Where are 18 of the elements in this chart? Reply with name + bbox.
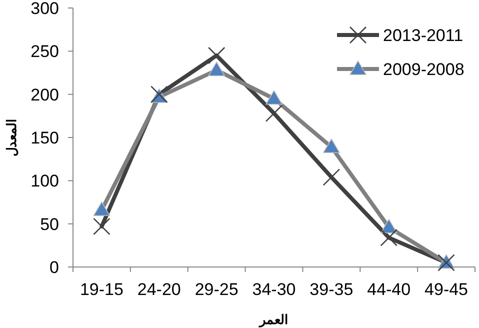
- y-tick-label: 300: [30, 0, 59, 18]
- x-tick-label: 24-20: [137, 280, 181, 299]
- legend-label: 2009-2008: [383, 60, 464, 79]
- y-tick-label: 150: [30, 128, 59, 148]
- y-tick-label: 250: [30, 42, 59, 62]
- x-tick-label: 44-40: [367, 280, 411, 299]
- y-tick-label: 0: [50, 258, 59, 277]
- x-tick-label: 34-30: [252, 280, 296, 299]
- legend-label: 2013-2011: [383, 26, 464, 45]
- x-tick-label: 29-25: [194, 280, 238, 299]
- y-tick-label: 50: [40, 214, 59, 234]
- x-tick-label: 49-45: [424, 280, 468, 299]
- y-tick-label: 100: [30, 172, 59, 191]
- x-tick-label: 39-35: [310, 280, 354, 299]
- y-axis-title: المعدل: [4, 118, 19, 156]
- x-tick-label: 19-15: [80, 280, 124, 299]
- x-axis-title: العمر: [258, 312, 288, 328]
- y-tick-label: 200: [30, 85, 59, 104]
